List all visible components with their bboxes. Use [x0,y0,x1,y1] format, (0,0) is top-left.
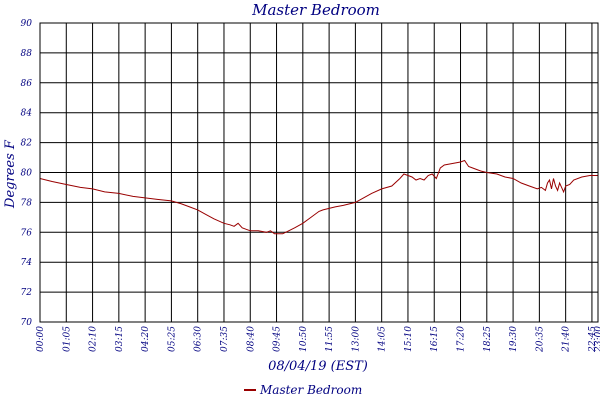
x-tick-label: 11:55 [325,326,335,352]
x-tick-label: 06:30 [194,326,204,352]
y-tick-label: 88 [21,49,33,59]
x-tick-label: 07:35 [220,326,230,352]
grid [39,22,599,323]
x-tick-label: 23:00 [594,326,600,353]
y-tick-label: 72 [21,288,33,298]
x-tick-label: 22:45 [588,326,598,353]
x-tick-label: 03:15 [115,326,125,352]
x-tick-label: 21:40 [562,326,572,353]
x-tick-label: 00:00 [36,326,46,352]
y-tick-label: 76 [21,228,33,238]
x-tick-label: 04:20 [141,326,151,352]
y-tick-label: 74 [21,258,33,268]
plot-frame [39,22,599,323]
x-tick-label: 20:35 [535,326,545,353]
y-tick-label: 78 [21,198,33,208]
x-tick-label: 17:20 [457,326,467,352]
y-tick-label: 90 [21,19,33,29]
legend-label: Master Bedroom [259,383,362,397]
series-line-master-bedroom [39,159,598,235]
y-tick-label: 86 [21,79,33,89]
x-tick-label: 16:15 [430,326,440,352]
x-tick-label: 18:25 [483,326,493,352]
x-tick-label: 10:50 [299,326,309,352]
series-layer [39,159,598,235]
x-tick-label: 14:05 [378,326,388,352]
x-tick-label: 05:25 [167,326,177,352]
x-tick-labels: 00:00 01:05 02:10 03:15 04:20 05:25 06:30 07:35… [36,326,600,353]
x-tick-label: 01:05 [62,326,72,352]
chart-title: Master Bedroom [251,1,380,19]
y-tick-label: 70 [21,318,33,328]
y-tick-label: 82 [21,139,33,149]
x-tick-label: 08:40 [246,326,256,352]
legend: Master Bedroom [244,383,362,397]
x-tick-label: 15:10 [404,326,414,352]
x-tick-label: 02:10 [89,326,99,352]
x-tick-label: 19:30 [509,326,519,352]
y-tick-label: 84 [21,109,33,119]
y-tick-labels: 70 72 74 76 78 80 82 84 86 88 90 [21,19,33,328]
x-tick-label: 09:45 [273,326,283,352]
x-axis-label: 08/04/19 (EST) [268,359,368,374]
y-tick-label: 80 [21,169,33,179]
y-axis-label: Degrees F [3,139,18,209]
x-tick-label: 13:00 [351,326,361,352]
